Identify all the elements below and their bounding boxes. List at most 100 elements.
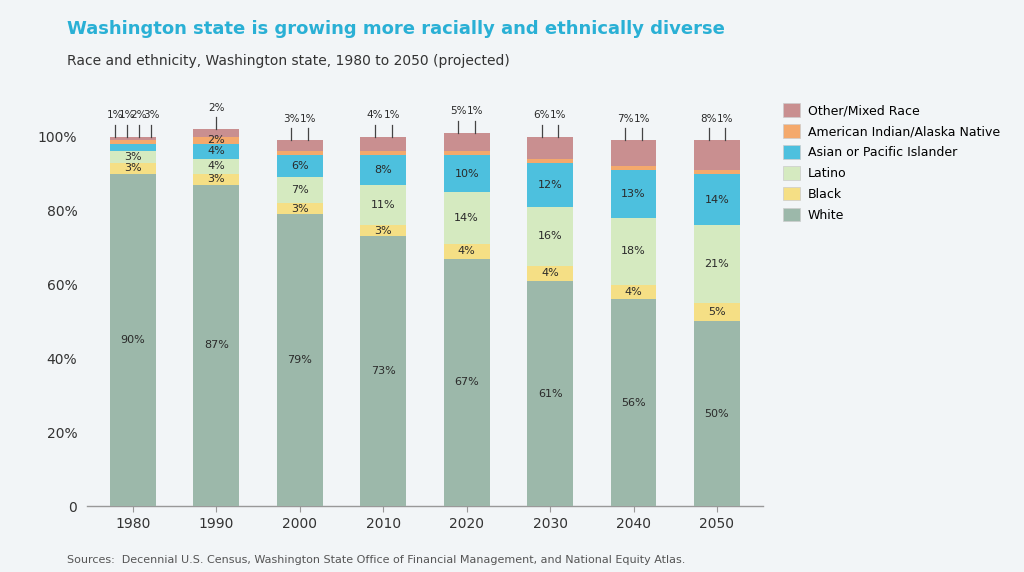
Text: 3%: 3% [124, 163, 141, 173]
Bar [110, 137, 156, 140]
Text: 18%: 18% [622, 247, 646, 256]
Text: 7%: 7% [616, 114, 634, 124]
Bar [194, 185, 240, 506]
Text: 1%: 1% [119, 110, 135, 120]
Text: 3%: 3% [284, 114, 300, 124]
Text: 5%: 5% [709, 307, 726, 317]
Bar [443, 259, 489, 506]
Text: 3%: 3% [291, 204, 308, 214]
Text: 4%: 4% [208, 161, 225, 171]
Bar [694, 170, 740, 174]
Bar [694, 140, 740, 170]
Text: 79%: 79% [288, 355, 312, 366]
Bar [110, 174, 156, 506]
Bar [110, 144, 156, 152]
Bar [110, 152, 156, 162]
Bar [276, 152, 323, 155]
Text: 1%: 1% [717, 114, 733, 124]
Bar [694, 303, 740, 321]
Bar [110, 140, 156, 144]
Text: 1%: 1% [106, 110, 123, 120]
Bar [610, 284, 656, 299]
Bar [194, 174, 240, 185]
Bar [694, 225, 740, 303]
Bar [527, 281, 573, 506]
Text: 3%: 3% [375, 226, 392, 236]
Text: 67%: 67% [455, 378, 479, 387]
Text: 7%: 7% [291, 185, 308, 195]
Text: 3%: 3% [124, 152, 141, 162]
Text: 1%: 1% [550, 110, 566, 120]
Bar [360, 185, 407, 225]
Text: 4%: 4% [625, 287, 642, 297]
Bar [694, 321, 740, 506]
Bar [527, 159, 573, 162]
Text: 4%: 4% [367, 110, 383, 120]
Text: 8%: 8% [700, 114, 717, 124]
Text: 11%: 11% [371, 200, 395, 210]
Bar [194, 129, 240, 137]
Text: 3%: 3% [143, 110, 160, 120]
Bar [194, 144, 240, 159]
Text: 2%: 2% [208, 103, 224, 113]
Bar [610, 170, 656, 218]
Text: 73%: 73% [371, 366, 395, 376]
Text: 14%: 14% [705, 194, 729, 205]
Bar [527, 162, 573, 207]
Text: 4%: 4% [542, 268, 559, 279]
Bar [694, 174, 740, 225]
Text: 1%: 1% [467, 106, 483, 116]
Bar [276, 214, 323, 506]
Bar [443, 155, 489, 192]
Bar [360, 155, 407, 185]
Text: 2%: 2% [130, 110, 147, 120]
Text: 8%: 8% [375, 165, 392, 175]
Bar [610, 166, 656, 170]
Text: 1%: 1% [300, 114, 316, 124]
Text: 61%: 61% [538, 388, 562, 399]
Text: Washington state is growing more racially and ethnically diverse: Washington state is growing more raciall… [67, 20, 724, 38]
Text: Sources:  Decennial U.S. Census, Washington State Office of Financial Management: Sources: Decennial U.S. Census, Washingt… [67, 555, 685, 565]
Text: 16%: 16% [538, 232, 562, 241]
Bar [443, 133, 489, 152]
Bar [610, 299, 656, 506]
Text: 1%: 1% [634, 114, 650, 124]
Text: 14%: 14% [455, 213, 479, 223]
Bar [610, 140, 656, 166]
Bar [443, 244, 489, 259]
Bar [276, 177, 323, 203]
Text: 10%: 10% [455, 169, 479, 178]
Bar [110, 162, 156, 174]
Text: 87%: 87% [204, 340, 228, 351]
Bar [360, 152, 407, 155]
Bar [360, 137, 407, 152]
Text: 2%: 2% [208, 136, 225, 145]
Text: 56%: 56% [622, 398, 646, 408]
Bar [194, 159, 240, 174]
Bar [443, 152, 489, 155]
Bar [276, 203, 323, 214]
Text: 4%: 4% [208, 146, 225, 157]
Bar [527, 137, 573, 159]
Text: 4%: 4% [458, 247, 475, 256]
Bar [276, 140, 323, 152]
Text: 13%: 13% [622, 189, 646, 199]
Text: 5%: 5% [451, 106, 467, 116]
Bar [527, 207, 573, 266]
Bar [610, 218, 656, 284]
Text: 50%: 50% [705, 409, 729, 419]
Text: 3%: 3% [208, 174, 225, 184]
Bar [443, 192, 489, 244]
Legend: Other/Mixed Race, American Indian/Alaska Native, Asian or Pacific Islander, Lati: Other/Mixed Race, American Indian/Alaska… [782, 104, 999, 221]
Text: 1%: 1% [383, 110, 399, 120]
Text: Race and ethnicity, Washington state, 1980 to 2050 (projected): Race and ethnicity, Washington state, 19… [67, 54, 509, 68]
Bar [276, 155, 323, 177]
Bar [527, 266, 573, 281]
Text: 90%: 90% [121, 335, 145, 345]
Bar [194, 137, 240, 144]
Text: 6%: 6% [291, 161, 308, 171]
Text: 21%: 21% [705, 259, 729, 269]
Bar [360, 236, 407, 506]
Text: 12%: 12% [538, 180, 562, 190]
Bar [360, 225, 407, 236]
